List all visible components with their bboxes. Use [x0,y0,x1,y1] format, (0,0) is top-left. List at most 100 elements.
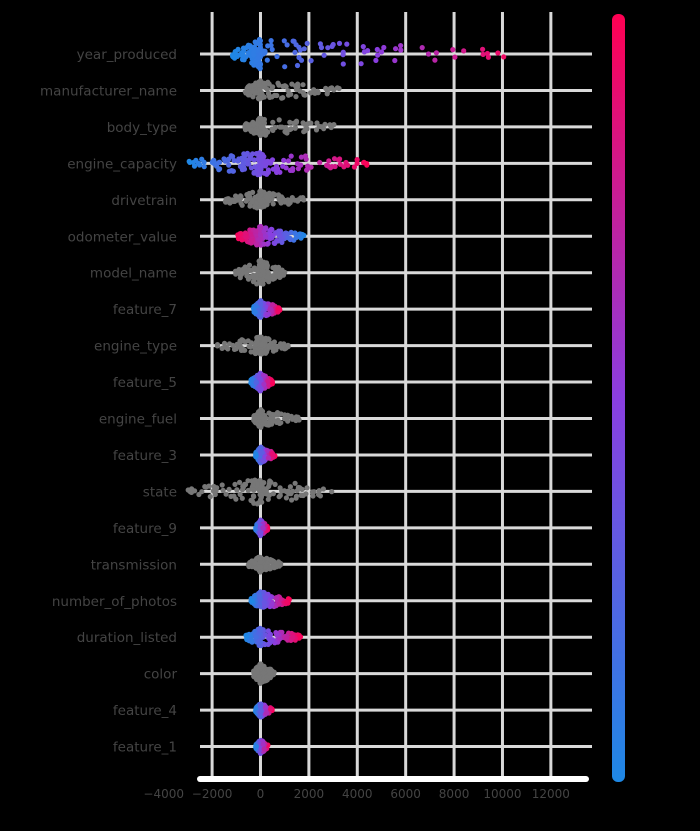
shap-point [267,479,273,485]
shap-point [398,43,404,49]
shap-point [326,158,332,164]
shap-point [374,46,380,53]
shap-point [251,413,257,419]
feature-label: duration_listed [77,630,177,646]
shap-point [373,57,379,64]
shap-point [249,83,255,89]
shap-point [246,161,252,167]
shap-point [265,378,271,384]
shap-point [258,497,264,503]
shap-point [282,199,288,205]
shap-point [287,119,293,125]
beeswarm-points [185,36,507,756]
shap-point [285,418,291,424]
shap-point [317,493,323,499]
shap-point [249,199,255,205]
shap-point [275,80,281,86]
shap-point [265,455,271,461]
shap-point [381,44,387,51]
shap-point [495,50,501,56]
shap-point [282,64,288,70]
shap-point [274,237,280,244]
shap-point [261,599,267,606]
feature-swarm [253,701,275,720]
shap-point [272,272,278,278]
shap-point [251,500,257,506]
shap-point [324,91,330,97]
shap-point [341,164,347,170]
shap-point [331,156,338,162]
shap-point [292,49,298,55]
feature-swarm [248,589,292,610]
shap-point [256,487,262,493]
shap-point [244,88,250,94]
shap-point [256,592,262,598]
shap-point [265,169,271,175]
shap-point [282,83,288,89]
shap-point [207,494,213,500]
shap-point [257,627,263,633]
shap-point [230,153,236,160]
feature-swarm [222,188,307,211]
shap-point [248,165,254,171]
shap-point [268,706,274,712]
shap-point [296,44,302,50]
shap-point [304,40,310,47]
shap-point [265,422,271,428]
shap-point [287,484,293,490]
shap-point [235,158,241,164]
shap-point [256,674,262,681]
shap-point [267,231,274,237]
shap-point [252,309,258,315]
shap-point [264,202,270,208]
shap-point [274,595,280,601]
colorbar-gradient [612,14,625,782]
shap-point [433,50,439,56]
shap-point [480,46,486,52]
shap-point [253,339,260,345]
feature-label: state [143,484,177,500]
shap-point [246,343,252,350]
shap-point [293,94,299,100]
x-tick-label: 8000 [439,787,470,801]
shap-point [233,496,239,502]
shap-point [246,563,252,570]
shap-point [290,166,296,172]
shap-point [302,92,308,98]
shap-point [277,197,283,204]
shap-point [226,486,232,492]
shap-point [221,156,227,162]
shap-point [258,115,264,122]
shap-point [280,95,286,101]
shap-point [283,129,289,135]
feature-swarm [235,223,307,248]
shap-point [245,50,251,56]
shap-point [484,50,490,57]
shap-point [257,376,263,382]
shap-point [250,482,256,488]
shap-point [393,46,399,52]
shap-point [257,532,263,538]
shap-point [195,160,202,166]
feature-label: transmission [91,557,177,573]
shap-point [296,54,302,61]
shap-point [293,495,299,501]
shap-point [293,119,299,125]
shap-point [272,481,278,487]
shap-point [258,709,264,716]
shap-point [248,598,254,604]
shap-point [270,451,276,457]
shap-point [232,481,238,487]
shap-point [313,127,320,133]
shap-point [186,158,192,164]
shap-point [262,603,268,610]
shap-point [201,164,207,170]
shap-point [263,415,269,421]
shap-point [294,62,301,69]
shap-point [247,154,253,160]
feature-label: feature_5 [113,375,177,391]
feature-swarm [253,737,271,756]
shap-point [305,165,311,172]
shap-point [223,491,229,497]
shap-point [308,58,314,64]
